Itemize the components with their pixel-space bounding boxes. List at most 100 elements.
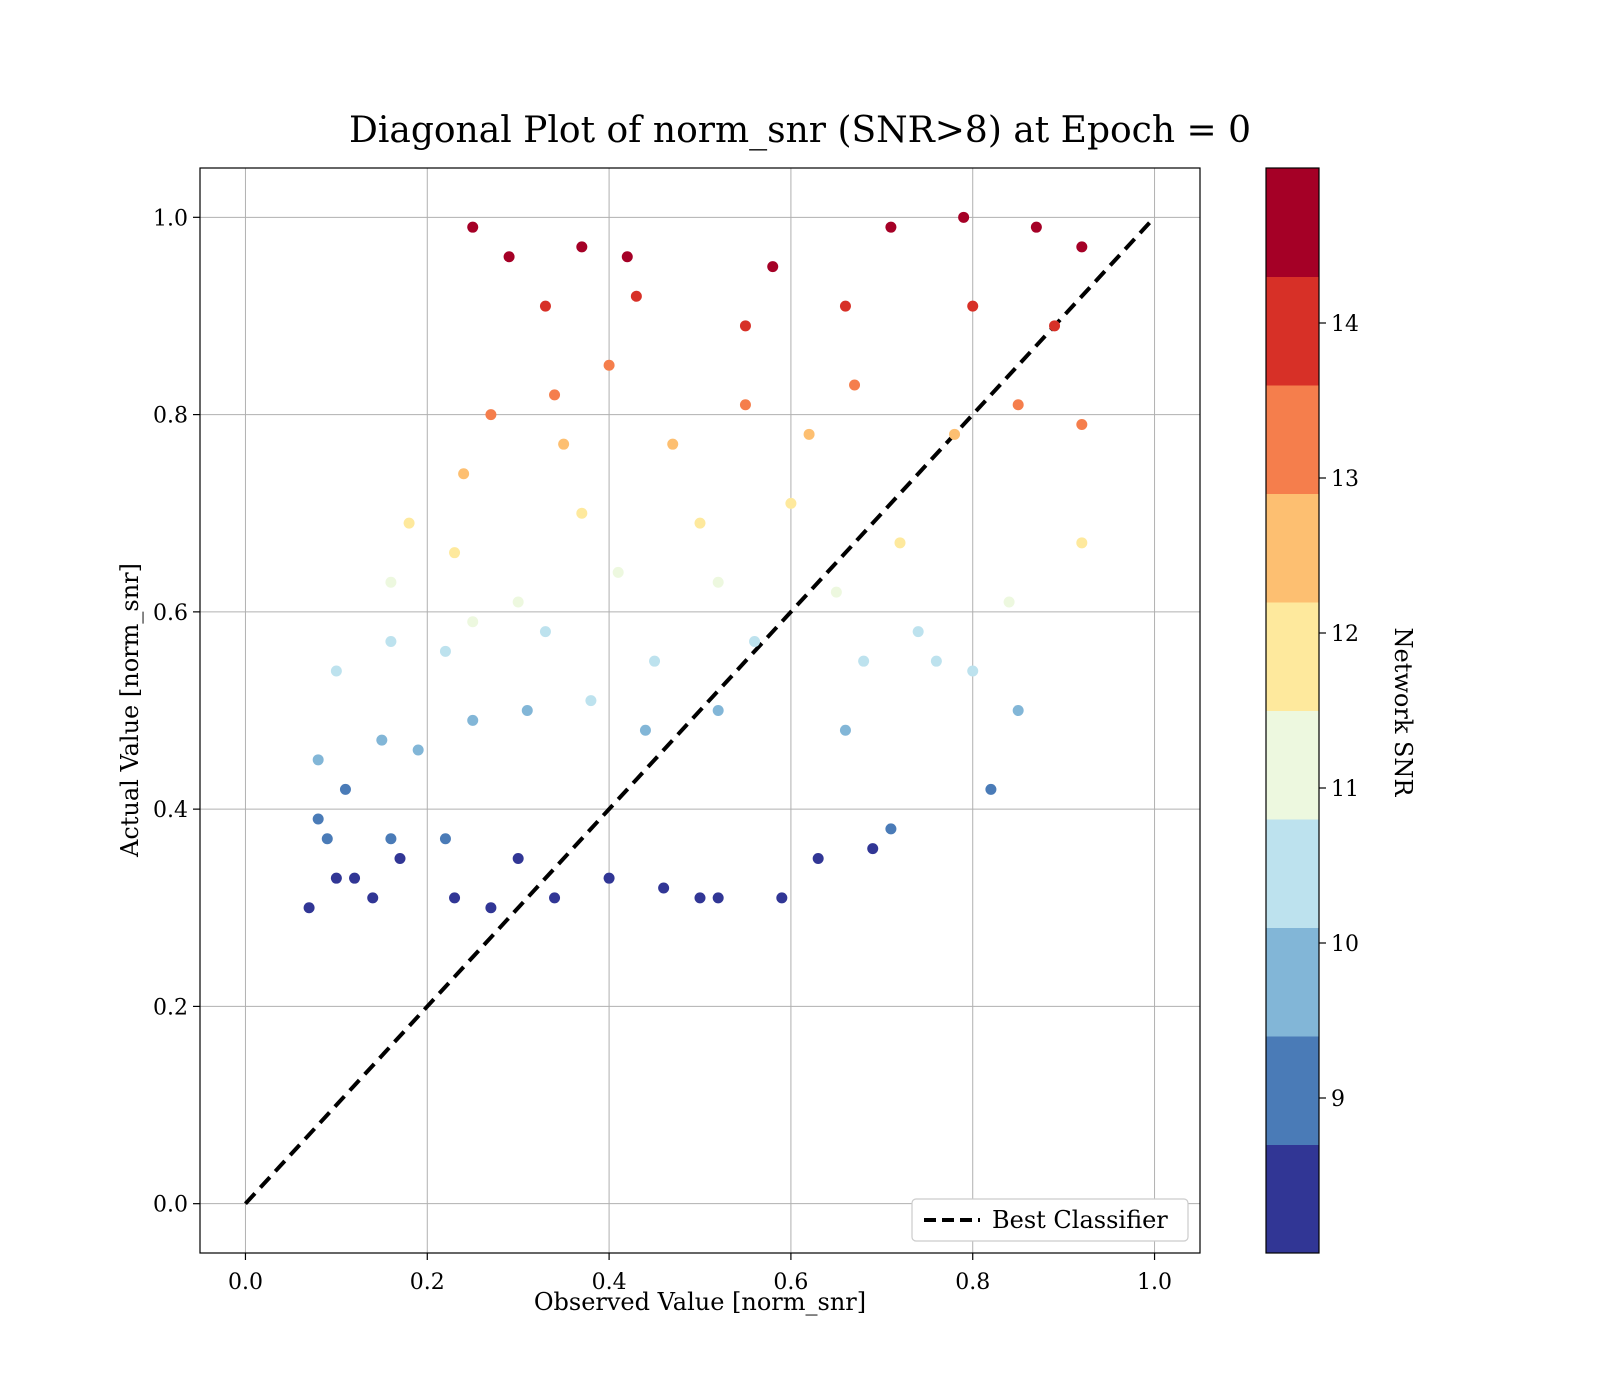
data-point: [885, 222, 896, 233]
legend-label: Best Classifier: [992, 1206, 1168, 1234]
data-point: [313, 754, 324, 765]
data-point: [804, 429, 815, 440]
data-point: [1076, 241, 1087, 252]
data-point: [1076, 537, 1087, 548]
data-point: [440, 833, 451, 844]
data-point: [449, 892, 460, 903]
data-point: [395, 853, 406, 864]
data-point: [1013, 399, 1024, 410]
data-point: [367, 892, 378, 903]
data-point: [658, 883, 669, 894]
data-point: [604, 360, 615, 371]
data-point: [695, 518, 706, 529]
data-point: [649, 656, 660, 667]
colorbar: 9 10 11 12 13 14: [1266, 168, 1359, 1254]
data-point: [513, 597, 524, 608]
data-point: [340, 784, 351, 795]
colorbar-label: Network SNR: [1389, 628, 1417, 798]
data-point: [913, 626, 924, 637]
y-tick-label: 0.8: [153, 404, 188, 429]
data-point: [513, 853, 524, 864]
data-point: [1004, 597, 1015, 608]
data-point: [404, 518, 415, 529]
colorbar-segment: [1266, 168, 1319, 277]
colorbar-tick-label: 14: [1331, 312, 1359, 337]
data-point: [540, 301, 551, 312]
data-point: [385, 577, 396, 588]
data-point: [967, 666, 978, 677]
data-point: [695, 892, 706, 903]
data-point: [504, 251, 515, 262]
data-point: [467, 222, 478, 233]
colorbar-segment: [1266, 1145, 1319, 1254]
data-point: [858, 656, 869, 667]
data-point: [867, 843, 878, 854]
data-point: [767, 261, 778, 272]
y-axis-label: Actual Value [norm_snr]: [116, 563, 144, 858]
data-point: [740, 399, 751, 410]
data-point: [949, 429, 960, 440]
data-point: [631, 291, 642, 302]
legend: Best Classifier: [912, 1199, 1188, 1241]
data-point: [622, 251, 633, 262]
data-point: [640, 725, 651, 736]
data-point: [740, 320, 751, 331]
colorbar-segment: [1266, 385, 1319, 494]
colorbar-segment: [1266, 602, 1319, 711]
data-point: [376, 735, 387, 746]
y-tick-label: 0.0: [153, 1193, 188, 1218]
data-point: [385, 636, 396, 647]
data-point: [749, 636, 760, 647]
data-point: [485, 409, 496, 420]
y-tick-label: 0.4: [153, 798, 188, 823]
data-point: [549, 389, 560, 400]
y-tick-label: 1.0: [153, 206, 188, 231]
colorbar-tick-label: 12: [1331, 622, 1359, 647]
data-point: [413, 744, 424, 755]
colorbar-tick-label: 10: [1331, 932, 1359, 957]
y-tick-label: 0.6: [153, 601, 188, 626]
data-point: [440, 646, 451, 657]
data-point: [385, 833, 396, 844]
data-points: [304, 212, 1088, 913]
data-point: [331, 873, 342, 884]
data-point: [467, 715, 478, 726]
data-point: [331, 666, 342, 677]
data-point: [667, 439, 678, 450]
data-point: [522, 705, 533, 716]
x-axis-label: Observed Value [norm_snr]: [534, 1288, 866, 1316]
data-point: [813, 853, 824, 864]
colorbar-segment: [1266, 711, 1319, 820]
colorbar-tick-label: 13: [1331, 467, 1359, 492]
data-point: [885, 823, 896, 834]
x-tick-label: 0.2: [410, 1270, 445, 1295]
y-tick-label: 0.2: [153, 995, 188, 1020]
data-point: [458, 468, 469, 479]
colorbar-segment: [1266, 819, 1319, 928]
x-tick-label: 1.0: [1137, 1270, 1172, 1295]
data-point: [558, 439, 569, 450]
data-point: [713, 892, 724, 903]
data-point: [785, 498, 796, 509]
data-point: [467, 616, 478, 627]
data-point: [322, 833, 333, 844]
data-point: [840, 725, 851, 736]
data-point: [713, 705, 724, 716]
data-point: [576, 508, 587, 519]
colorbar-segment: [1266, 277, 1319, 386]
colorbar-tick-label: 11: [1331, 777, 1359, 802]
data-point: [1076, 419, 1087, 430]
data-point: [549, 892, 560, 903]
data-point: [613, 567, 624, 578]
data-point: [349, 873, 360, 884]
data-point: [604, 873, 615, 884]
data-point: [713, 577, 724, 588]
data-point: [576, 241, 587, 252]
data-point: [849, 380, 860, 391]
data-point: [967, 301, 978, 312]
data-point: [449, 547, 460, 558]
data-point: [304, 902, 315, 913]
data-point: [931, 656, 942, 667]
data-point: [1013, 705, 1024, 716]
